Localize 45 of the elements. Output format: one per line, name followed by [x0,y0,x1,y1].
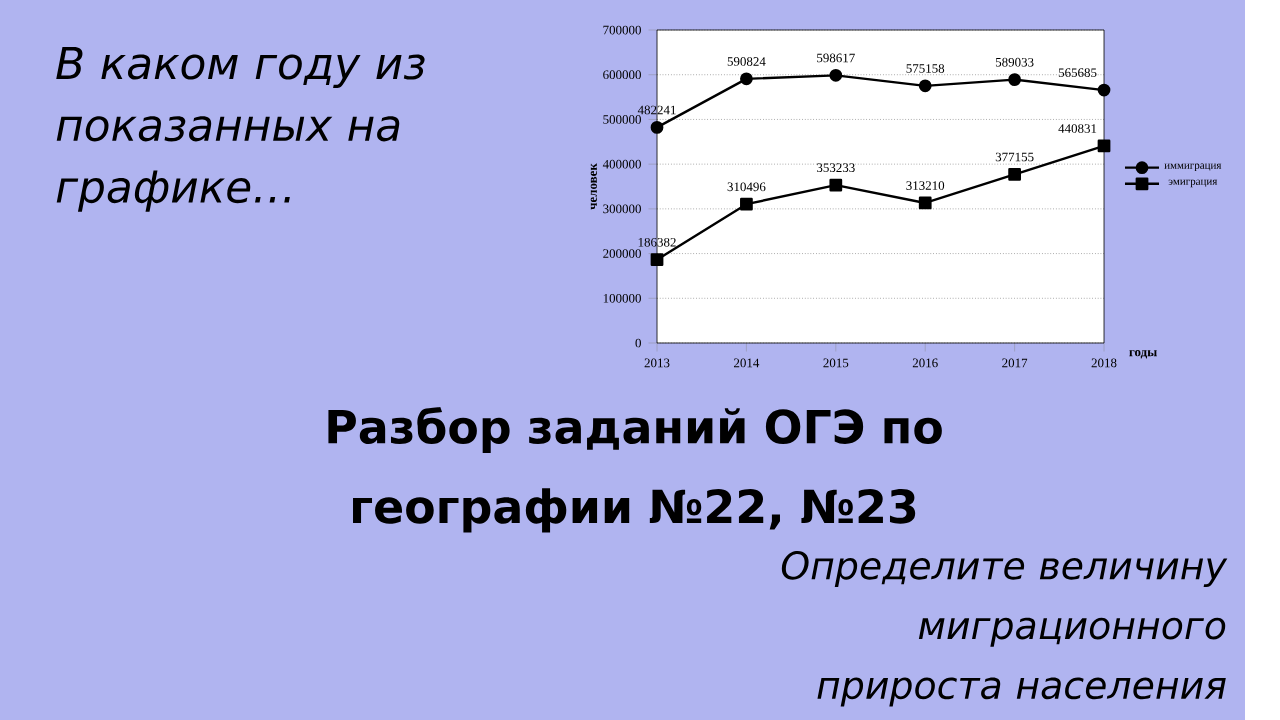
point [1097,83,1111,97]
y-tick-label: 100000 [603,293,641,303]
y-tick-label: 600000 [603,70,641,80]
x-tick-label: 2013 [644,358,670,368]
x-axis-title: годы [1129,350,1157,359]
x-tick-label: 2017 [1002,358,1028,368]
point [829,68,843,82]
data-label: 313210 [906,181,945,190]
x-tick-label: 2014 [734,358,760,368]
data-label: 310496 [727,182,766,192]
data-label: 590824 [727,57,766,66]
data-label: 353233 [817,163,855,173]
x-tick-label: 2015 [823,358,849,368]
y-axis-title: человек [590,163,597,210]
point [829,178,843,192]
data-label: 440831 [1058,124,1097,133]
x-tick-label: 2016 [912,358,938,368]
data-label: 377155 [995,152,1034,162]
text: В каком году из показанных на графике… [56,47,425,212]
point [918,196,932,210]
data-label: 565685 [1058,68,1097,78]
y-tick-label: 0 [635,338,641,348]
y-tick-label: 500000 [603,115,641,124]
x-tick-label: 2018 [1091,358,1117,368]
data-label: 186382 [638,237,676,247]
y-tick-label: 200000 [603,249,641,258]
legend-label: эмиграция [1168,179,1218,188]
point [1008,73,1021,86]
point [740,197,753,211]
point [650,253,664,267]
text: Разбор заданий ОГЭ по географии №22, №23 [328,407,942,533]
legend-label: иммиграция [1164,163,1222,172]
data-label: 598617 [817,53,855,63]
y-tick-label: 300000 [603,204,641,214]
point [1097,139,1111,153]
y-tick-label: 700000 [603,25,641,35]
data-label: 575158 [906,64,945,73]
point [918,79,932,93]
y-tick-label: 400000 [602,159,641,169]
point [1008,167,1021,181]
point [650,121,664,134]
data-label: 589033 [995,57,1034,67]
point [740,72,753,86]
data-label: 482241 [637,105,676,115]
text: Определите величину миграционного прироста населения [781,551,1228,707]
